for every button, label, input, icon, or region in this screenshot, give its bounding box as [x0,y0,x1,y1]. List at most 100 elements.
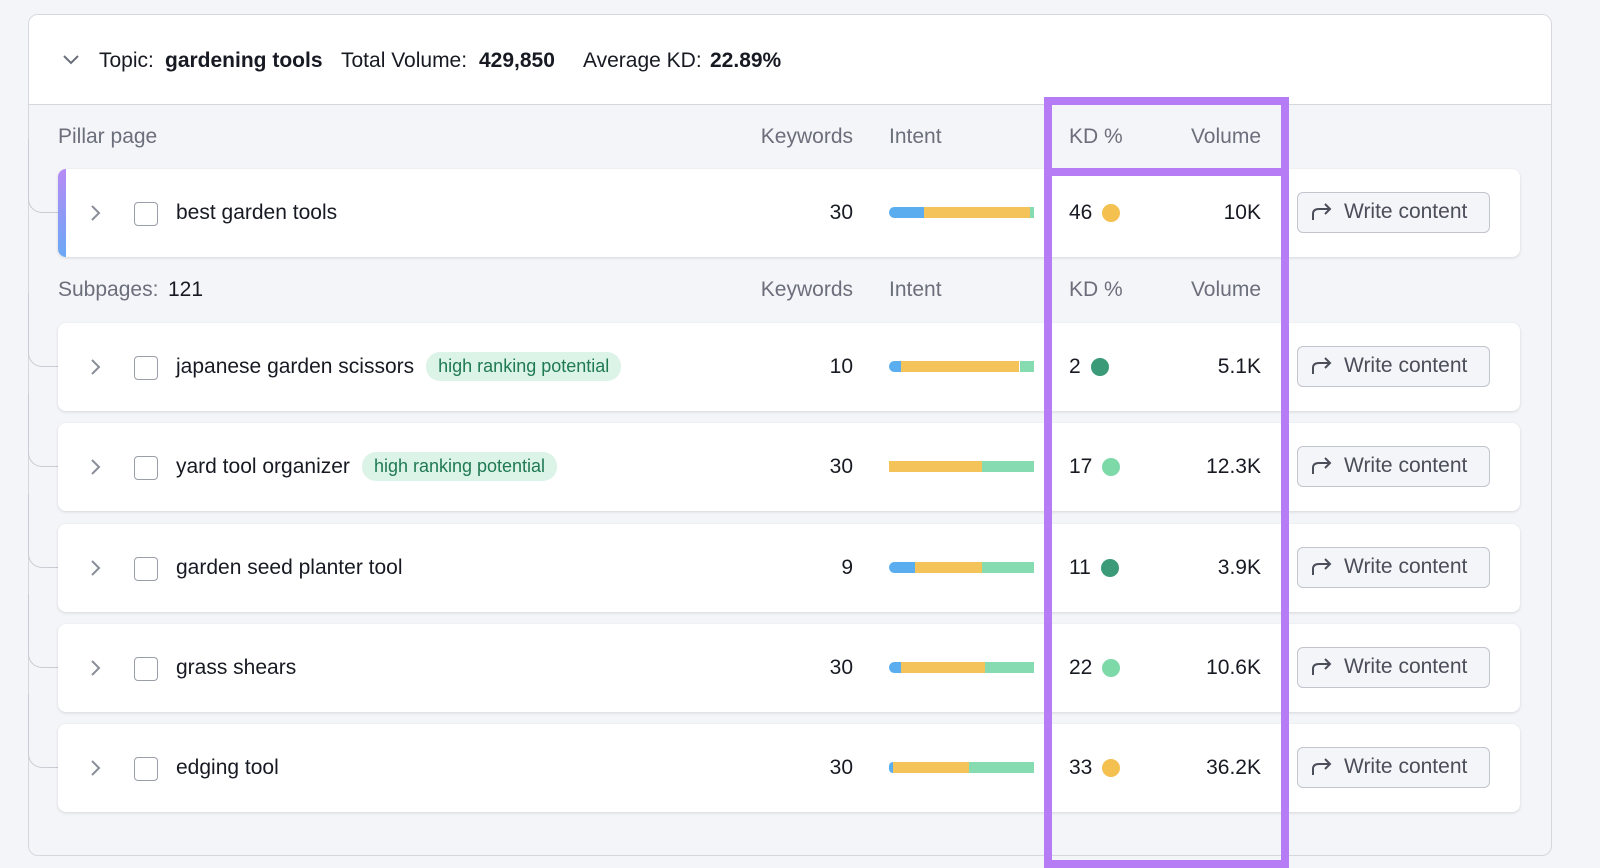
kd-dot [1102,458,1121,476]
section-label: Pillar page [58,125,158,148]
volume: 5.1K [1217,355,1261,378]
average-kd: 22.89% [710,49,782,72]
expand-icon[interactable] [88,658,102,678]
keyword-row: yard tool organizer high ranking potentia… [58,423,1520,511]
volume: 36.2K [1206,756,1261,779]
column-header: Keywords [760,125,853,148]
keyword-count: 30 [829,656,853,679]
volume: 10.6K [1206,656,1261,679]
kd-dot [1102,759,1121,777]
kd: 2 [1069,355,1081,378]
keyword-count: 30 [829,455,853,478]
keyword: garden seed planter tool [176,556,403,579]
keyword: grass shears [176,656,297,679]
intent-segment [889,762,894,773]
keyword-row: japanese garden scissors high ranking pot… [58,323,1520,411]
keyword-count: 30 [829,201,853,224]
button-label: Write content [1344,200,1468,223]
keyword-row: grass shears 30 22 10.6K Write content [58,624,1520,712]
keyword-count: 10 [829,355,853,378]
button-label: Write content [1344,755,1468,778]
intent-segment [889,662,901,673]
connector [28,694,58,768]
kd: 11 [1069,556,1091,579]
checkbox[interactable] [134,657,158,681]
keyword-row: best garden tools 30 46 10K Write content [58,169,1520,257]
tag: high ranking potential [426,352,622,381]
keyword-row: edging tool 30 33 36.2K Write content [58,724,1520,812]
collapse-icon[interactable] [61,53,81,67]
button-label: Write content [1344,454,1468,477]
tag: high ranking potential [361,452,558,481]
column-header: Keywords [760,278,853,301]
intent-segment [893,762,969,773]
intent-segment [900,662,985,673]
button-label: Write content [1344,655,1468,678]
write-content-button[interactable]: Write content [1297,647,1490,688]
intent-segment [889,207,924,218]
keyword: japanese garden scissors [176,355,415,378]
kd: 17 [1069,455,1093,478]
kd: 46 [1069,201,1093,224]
expand-icon[interactable] [88,203,102,223]
pillar-accent [58,169,66,257]
kd-dot [1102,659,1121,677]
checkbox[interactable] [134,757,158,781]
volume-label: Total Volume: [341,49,468,72]
topic-label: Topic: [99,49,154,72]
checkbox[interactable] [134,356,158,380]
intent-segment [923,207,1030,218]
expand-icon[interactable] [88,357,102,377]
intent-segment [889,461,982,472]
write-content-button[interactable]: Write content [1297,446,1490,487]
expand-icon[interactable] [88,457,102,477]
checkbox[interactable] [134,202,158,226]
column-header: Volume [1190,125,1261,148]
intent-segment [1019,361,1034,372]
subpage-count: 121 [168,278,204,301]
kd: 22 [1069,656,1093,679]
topic-header: Topic: gardening tools Total Volume: 429… [29,15,1551,105]
keyword: yard tool organizer [176,455,350,478]
connector [28,393,58,467]
page: Topic: gardening tools Total Volume: 429… [28,14,1552,868]
keyword: best garden tools [176,201,338,224]
connector [28,594,58,668]
intent-segment [981,562,1034,573]
write-content-button[interactable]: Write content [1297,747,1490,788]
write-content-button[interactable]: Write content [1297,192,1490,233]
expand-icon[interactable] [88,558,102,578]
column-header: KD % [1069,278,1123,301]
write-content-button[interactable]: Write content [1297,547,1490,588]
button-label: Write content [1344,354,1468,377]
keyword: edging tool [176,756,279,779]
kd: 33 [1069,756,1093,779]
intent-segment [968,762,1034,773]
column-header: Intent [889,278,942,301]
topic: gardening tools [165,49,323,72]
column-header: Intent [889,125,942,148]
kd-dot [1100,559,1119,577]
checkbox[interactable] [134,456,158,480]
kd-label: Average KD: [583,49,702,72]
connector [28,139,58,213]
connector [28,494,58,568]
total-volume: 429,850 [479,49,555,72]
intent-segment [984,662,1034,673]
write-content-button[interactable]: Write content [1297,346,1490,387]
keyword-count: 30 [829,756,853,779]
volume: 10K [1223,201,1261,224]
volume: 12.3K [1206,455,1261,478]
button-label: Write content [1344,555,1468,578]
kd-dot [1102,204,1121,222]
section-label: Subpages: [58,278,159,301]
intent-segment [981,461,1034,472]
intent-segment [900,361,1020,372]
column-header: Volume [1190,278,1261,301]
highlight-column [1044,168,1289,868]
expand-icon[interactable] [88,758,102,778]
intent-segment [1029,207,1034,218]
keyword-count: 9 [841,556,853,579]
intent-segment [889,562,916,573]
checkbox[interactable] [134,557,158,581]
